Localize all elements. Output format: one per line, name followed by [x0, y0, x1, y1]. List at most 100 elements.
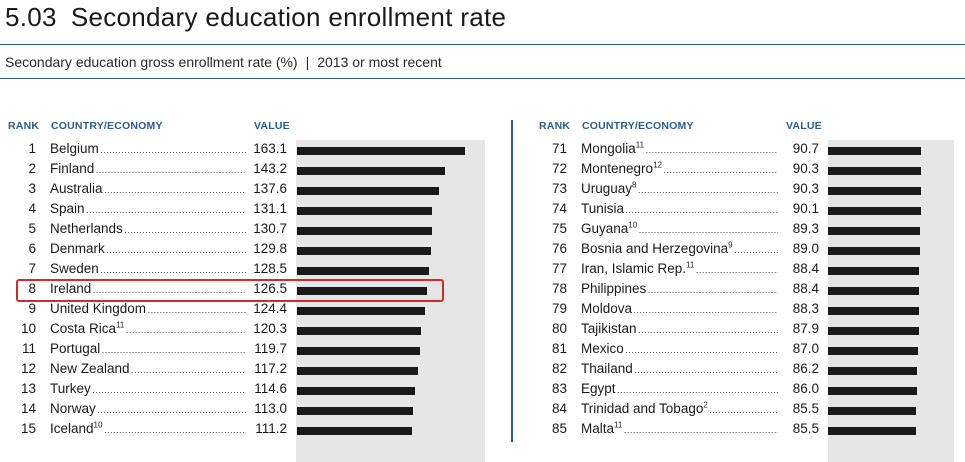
value-label: 90.3: [778, 161, 819, 176]
value-label: 85.5: [778, 401, 819, 416]
country-name: Trinidad and Tobago: [581, 401, 704, 416]
table-row: 2 Finland 143.2: [0, 160, 490, 180]
table-row: 13 Turkey 114.6: [0, 380, 490, 400]
footnote-mark: 8: [632, 181, 637, 190]
value-label: 119.7: [246, 341, 287, 356]
value-label: 89.3: [778, 221, 819, 236]
value-label: 129.8: [246, 241, 287, 256]
value-label: 86.2: [778, 361, 819, 376]
country-name: Philippines: [581, 281, 647, 296]
country-label: Bosnia and Herzegovina9: [581, 241, 817, 256]
bar: [297, 307, 425, 315]
rank-label: 82: [551, 361, 567, 376]
country-name: Guyana: [581, 221, 629, 236]
value-label: 130.7: [246, 221, 287, 236]
country-name: Uruguay: [581, 181, 633, 196]
rank-label: 84: [551, 401, 567, 416]
subtitle-separator: |: [305, 54, 310, 70]
country-name: Costa Rica: [50, 321, 117, 336]
country-name: Montenegro: [581, 161, 654, 176]
bar: [297, 247, 431, 255]
country-name: Mongolia: [581, 141, 636, 156]
bar: [828, 247, 920, 255]
value-label: 117.2: [246, 361, 287, 376]
rank-label: 80: [551, 321, 567, 336]
value-label: 90.3: [778, 181, 819, 196]
bar: [828, 167, 921, 175]
country-label: Spain: [50, 201, 286, 216]
country-name: Turkey: [50, 381, 91, 396]
table-row: 11 Portugal 119.7: [0, 340, 490, 360]
country-name: Iceland: [50, 421, 94, 436]
bar: [297, 147, 465, 155]
footnote-mark: 2: [703, 401, 708, 410]
rank-label: 11: [21, 341, 36, 356]
column-divider: [511, 120, 513, 442]
value-label: 87.9: [778, 321, 819, 336]
bar: [297, 207, 432, 215]
header-value: VALUE: [786, 120, 822, 132]
subtitle-rule: [0, 78, 965, 79]
footnote-mark: 11: [614, 421, 623, 430]
rank-label: 15: [20, 421, 36, 436]
rank-label: 73: [551, 181, 567, 196]
bar: [297, 187, 439, 195]
country-label: Tunisia: [581, 201, 817, 216]
rank-label: 77: [551, 261, 567, 276]
rank-label: 8: [28, 281, 36, 296]
country-name: Denmark: [50, 241, 105, 256]
subtitle-text: Secondary education gross enrollment rat…: [5, 54, 298, 70]
bar: [297, 267, 429, 275]
country-label: Thailand: [581, 361, 817, 376]
rank-label: 9: [28, 301, 36, 316]
country-label: Netherlands: [50, 221, 286, 236]
country-label: Finland: [50, 161, 286, 176]
table-row: 12 New Zealand 117.2: [0, 360, 490, 380]
table-row: 1 Belgium 163.1: [0, 140, 490, 160]
bar: [297, 407, 413, 415]
table-row: 78 Philippines 88.4: [531, 280, 965, 300]
footnote-mark: 10: [628, 221, 638, 230]
value-label: 88.4: [778, 281, 819, 296]
rank-label: 1: [28, 141, 36, 156]
value-label: 85.5: [778, 421, 819, 436]
rank-label: 4: [28, 201, 36, 216]
country-label: Egypt: [581, 381, 817, 396]
bar: [297, 327, 421, 335]
bar: [297, 427, 412, 435]
country-name: New Zealand: [50, 361, 130, 376]
country-name: Ireland: [50, 281, 92, 296]
bar: [828, 147, 921, 155]
country-label: Sweden: [50, 261, 286, 276]
header-rank: RANK: [539, 120, 571, 132]
table-row: 85Malta1185.5: [531, 420, 965, 440]
bar: [828, 407, 916, 415]
bar: [297, 287, 427, 295]
rank-label: 83: [551, 381, 567, 396]
bar: [828, 367, 917, 375]
country-label: Mongolia11: [581, 141, 817, 156]
header-value: VALUE: [254, 120, 290, 132]
rank-label: 13: [20, 381, 36, 396]
subtitle: Secondary education gross enrollment rat…: [5, 54, 442, 70]
country-label: Mexico: [581, 341, 817, 356]
table-row: 9 United Kingdom 124.4: [0, 300, 490, 320]
country-name: Portugal: [50, 341, 101, 356]
table-row: 3 Australia 137.6: [0, 180, 490, 200]
rank-label: 12: [20, 361, 36, 376]
country-name: Belgium: [50, 141, 99, 156]
value-label: 88.3: [778, 301, 819, 316]
country-label: Iran, Islamic Rep.11: [581, 261, 817, 276]
table-row: 81 Mexico 87.0: [531, 340, 965, 360]
country-name: Norway: [50, 401, 96, 416]
table-row: 14 Norway 113.0: [0, 400, 490, 420]
bar: [828, 347, 918, 355]
table-row: 7 Sweden 128.5: [0, 260, 490, 280]
bar: [828, 307, 919, 315]
title-rule: [0, 44, 965, 45]
footnote-mark: 11: [686, 261, 695, 270]
value-label: 89.0: [778, 241, 819, 256]
